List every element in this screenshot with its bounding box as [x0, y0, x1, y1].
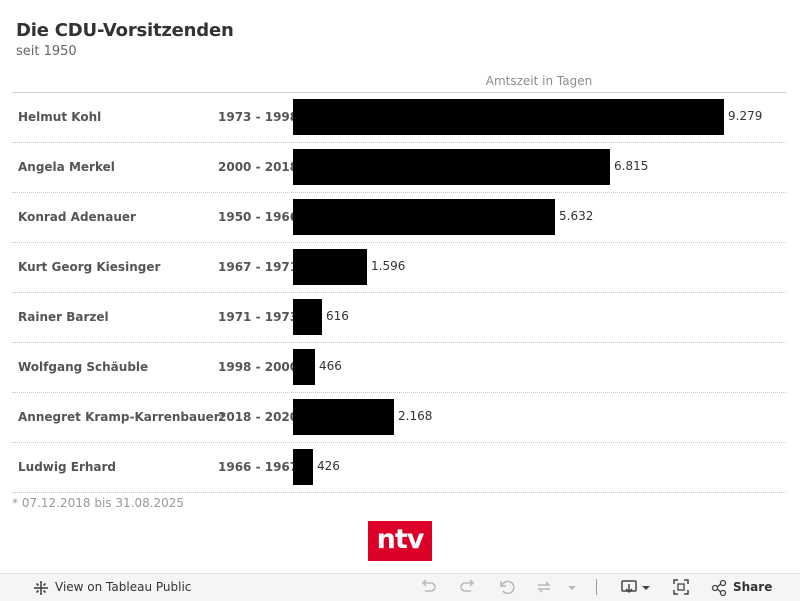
- value-label: 6.815: [614, 159, 649, 173]
- bar[interactable]: [293, 449, 313, 485]
- bar[interactable]: [293, 149, 610, 185]
- bar[interactable]: [293, 99, 724, 135]
- tableau-icon: [34, 581, 48, 595]
- value-label: 9.279: [728, 109, 763, 123]
- chart-row: Annegret Kramp-Karrenbauer* 2018 - 2020 2.…: [12, 393, 786, 443]
- toolbar-separator: [596, 579, 597, 595]
- period-label: 1998 - 2000: [218, 360, 299, 374]
- chart-row: Angela Merkel 2000 - 2018 6.815: [12, 143, 786, 193]
- header-divider: [12, 92, 786, 93]
- undo-icon[interactable]: [419, 578, 437, 596]
- category-label: Rainer Barzel: [18, 310, 109, 324]
- chart-row: Kurt Georg Kiesinger 1967 - 1971 1.596: [12, 243, 786, 293]
- period-label: 1971 - 1973: [218, 310, 299, 324]
- download-icon[interactable]: [620, 578, 638, 596]
- period-label: 1967 - 1971: [218, 260, 299, 274]
- chart-subtitle: seit 1950: [16, 44, 77, 59]
- category-label: Wolfgang Schäuble: [18, 360, 149, 374]
- value-label: 466: [319, 359, 342, 373]
- value-label: 426: [317, 459, 340, 473]
- value-label: 2.168: [398, 409, 433, 423]
- period-label: 1966 - 1967: [218, 460, 299, 474]
- category-label: Helmut Kohl: [18, 110, 102, 124]
- view-on-tableau-label: View on Tableau Public: [55, 580, 192, 594]
- bar[interactable]: [293, 199, 555, 235]
- fullscreen-icon[interactable]: [672, 578, 690, 596]
- tableau-toolbar: View on Tableau Public: [0, 573, 800, 601]
- period-label: 2000 - 2018: [218, 160, 299, 174]
- bar[interactable]: [293, 249, 367, 285]
- title-block: Die CDU-Vorsitzenden seit 1950: [16, 20, 234, 59]
- chart-row: Ludwig Erhard 1966 - 1967 426: [12, 443, 786, 493]
- chart-title: Die CDU-Vorsitzenden: [16, 20, 234, 41]
- view-on-tableau-button[interactable]: View on Tableau Public: [32, 574, 191, 601]
- redo-icon[interactable]: [459, 578, 477, 596]
- share-button[interactable]: Share: [710, 574, 772, 601]
- chart-row: Konrad Adenauer 1950 - 1966 5.632: [12, 193, 786, 243]
- category-label: Annegret Kramp-Karrenbauer*: [18, 410, 226, 424]
- refresh-icon[interactable]: [535, 578, 553, 596]
- revert-icon[interactable]: [498, 578, 516, 596]
- footnote: * 07.12.2018 bis 31.08.2025: [12, 496, 185, 510]
- category-label: Angela Merkel: [18, 160, 115, 174]
- share-label: Share: [733, 580, 773, 594]
- chart-rows: Helmut Kohl 1973 - 1998 9.279 Angela Merkel…: [12, 93, 786, 493]
- value-label: 616: [326, 309, 349, 323]
- category-label: Ludwig Erhard: [18, 460, 117, 474]
- chart-row: Helmut Kohl 1973 - 1998 9.279: [12, 93, 786, 143]
- period-label: 1950 - 1966: [218, 210, 299, 224]
- download-caret-icon[interactable]: [638, 578, 656, 596]
- bar[interactable]: [293, 349, 315, 385]
- ntv-logo: ntv: [368, 521, 432, 561]
- bar[interactable]: [293, 299, 322, 335]
- chart-row: Wolfgang Schäuble 1998 - 2000 466: [12, 343, 786, 393]
- share-icon: [711, 579, 727, 597]
- dropdown-caret-icon[interactable]: [563, 578, 581, 596]
- chart-row: Rainer Barzel 1971 - 1973 616: [12, 293, 786, 343]
- value-label: 5.632: [559, 209, 594, 223]
- period-label: 1973 - 1998: [218, 110, 299, 124]
- period-label: 2018 - 2020: [218, 410, 299, 424]
- value-label: 1.596: [371, 259, 406, 273]
- bar[interactable]: [293, 399, 394, 435]
- axis-title: Amtszeit in Tagen: [485, 74, 593, 88]
- category-label: Kurt Georg Kiesinger: [18, 260, 161, 274]
- category-label: Konrad Adenauer: [18, 210, 136, 224]
